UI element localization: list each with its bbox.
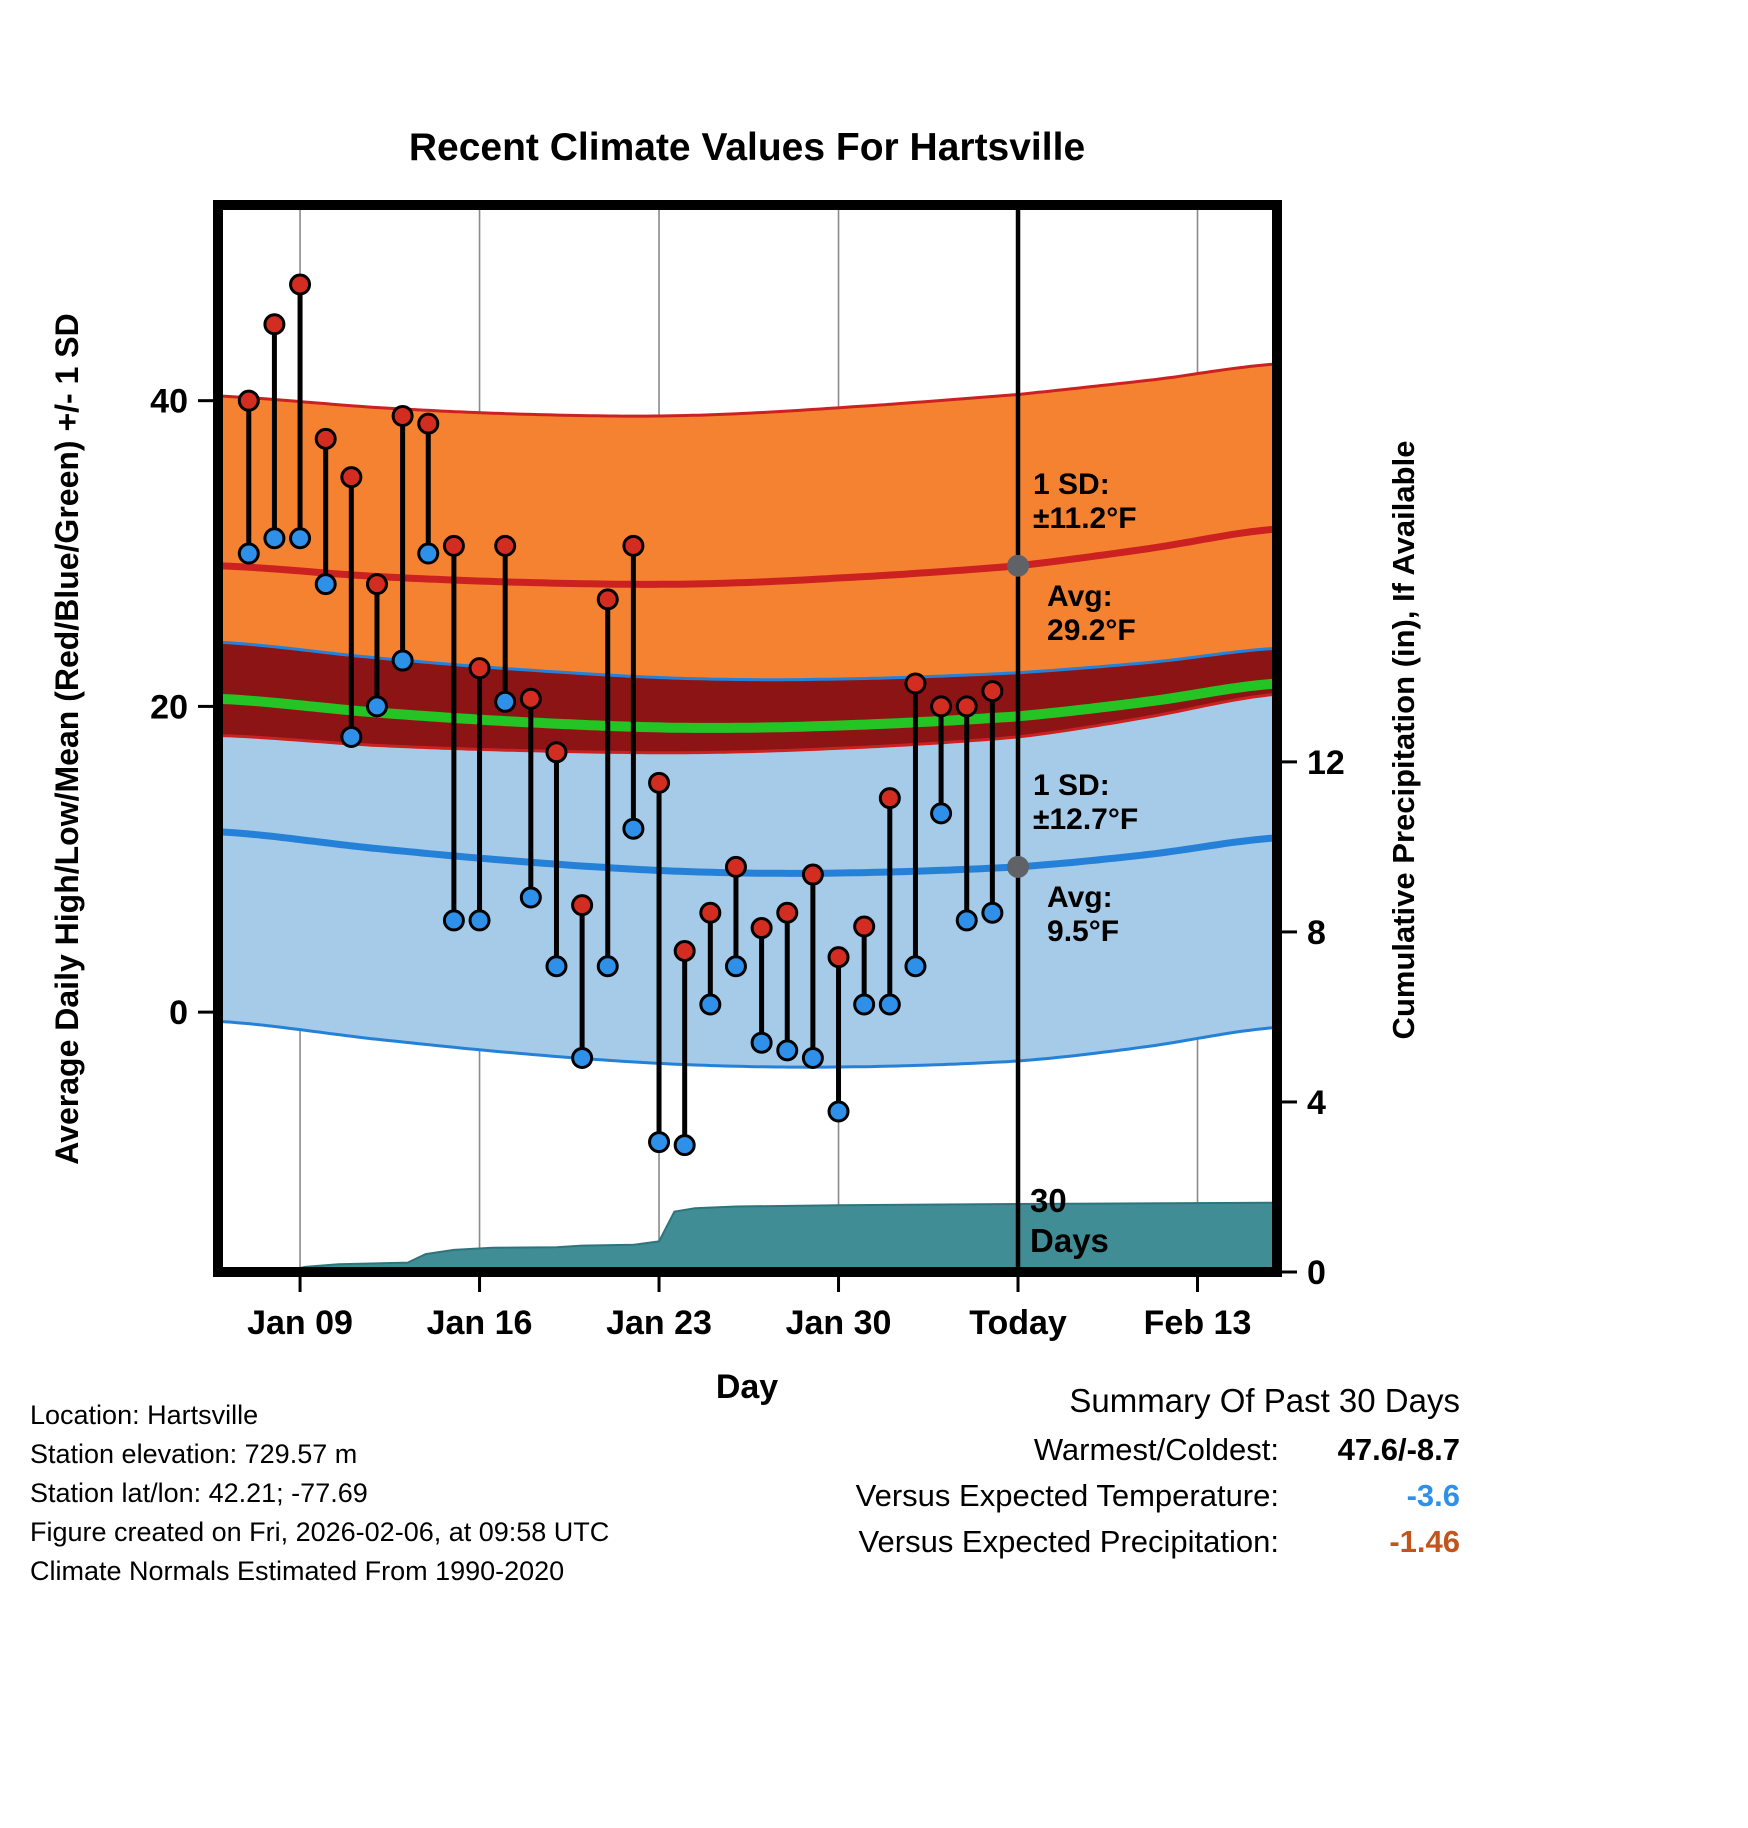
summary-panel: Summary Of Past 30 Days Warmest/Coldest:…: [856, 1382, 1460, 1570]
svg-text:Feb 13: Feb 13: [1144, 1304, 1252, 1342]
svg-text:20: 20: [150, 688, 188, 726]
svg-text:Jan 23: Jan 23: [606, 1304, 712, 1342]
svg-text:40: 40: [150, 383, 188, 421]
station-location: Location: Hartsville: [30, 1400, 259, 1430]
summary-label: Versus Expected Temperature:: [855, 1478, 1279, 1513]
svg-text:Avg:: Avg:: [1047, 881, 1113, 914]
chart-title: Recent Climate Values For Hartsville: [409, 126, 1085, 169]
summary-title: Summary Of Past 30 Days: [1069, 1382, 1460, 1419]
svg-text:1 SD:: 1 SD:: [1033, 468, 1110, 501]
svg-text:8: 8: [1307, 914, 1326, 952]
svg-text:0: 0: [1307, 1254, 1326, 1292]
summary-label: Versus Expected Precipitation:: [858, 1524, 1279, 1559]
svg-text:Jan 30: Jan 30: [786, 1304, 892, 1342]
x-axis-label: Day: [716, 1368, 778, 1406]
station-latlon: Station lat/lon: 42.21; -77.69: [30, 1478, 368, 1508]
svg-text:Avg:: Avg:: [1047, 580, 1113, 613]
svg-text:12: 12: [1307, 744, 1345, 782]
svg-text:1 SD:: 1 SD:: [1033, 769, 1110, 802]
y-axis-label-left: Average Daily High/Low/Mean (Red/Blue/Gr…: [49, 313, 85, 1164]
summary-row-vs-precipitation: Versus Expected Precipitation: -1.46: [856, 1524, 1460, 1560]
summary-row-warmest-coldest: Warmest/Coldest: 47.6/-8.7: [856, 1432, 1460, 1468]
climate-normals-note: Climate Normals Estimated From 1990-2020: [30, 1556, 565, 1586]
station-info: Location: Hartsville Station elevation: …: [30, 1396, 609, 1591]
figure-created-timestamp: Figure created on Fri, 2026-02-06, at 09…: [30, 1517, 610, 1547]
svg-text:29.2°F: 29.2°F: [1047, 614, 1136, 647]
svg-text:4: 4: [1307, 1084, 1326, 1122]
svg-text:±11.2°F: ±11.2°F: [1033, 502, 1137, 535]
svg-text:30: 30: [1030, 1182, 1067, 1219]
svg-text:Today: Today: [969, 1304, 1067, 1342]
svg-text:Jan 09: Jan 09: [247, 1304, 353, 1342]
station-elevation: Station elevation: 729.57 m: [30, 1439, 358, 1469]
svg-text:Days: Days: [1030, 1222, 1109, 1259]
summary-value-vs-precipitation: -1.46: [1389, 1524, 1460, 1559]
y-axis-label-right: Cumulative Precipitation (in), If Availa…: [1386, 441, 1421, 1040]
summary-label: Warmest/Coldest:: [1033, 1432, 1279, 1467]
svg-text:±12.7°F: ±12.7°F: [1033, 803, 1138, 836]
summary-row-vs-temperature: Versus Expected Temperature: -3.6: [856, 1478, 1460, 1514]
svg-text:Jan 16: Jan 16: [427, 1304, 533, 1342]
svg-text:0: 0: [169, 994, 188, 1032]
summary-value-warmest-coldest: 47.6/-8.7: [1337, 1432, 1460, 1467]
svg-text:9.5°F: 9.5°F: [1047, 915, 1119, 948]
summary-value-vs-temperature: -3.6: [1406, 1478, 1460, 1513]
